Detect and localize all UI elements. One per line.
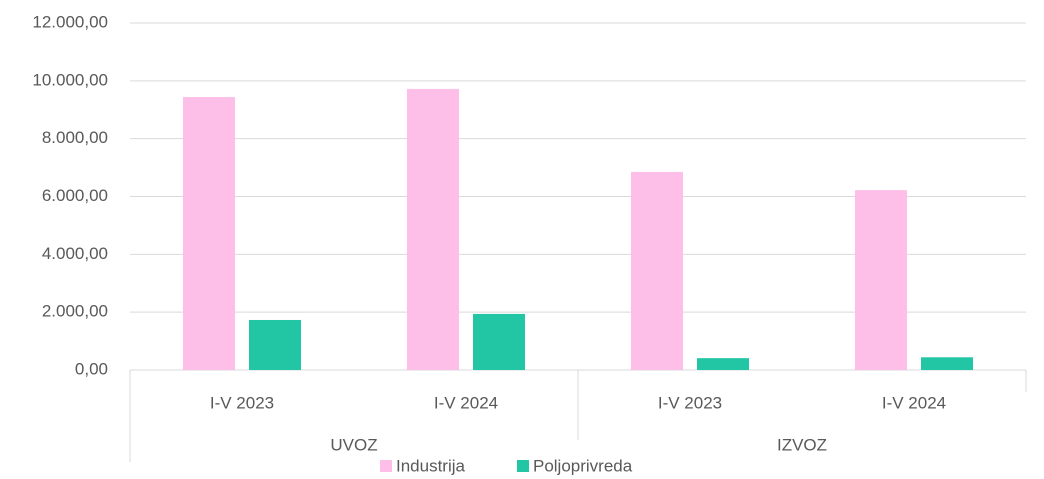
- x-tick-label: I-V 2024: [434, 393, 498, 412]
- y-tick-label: 4.000,00: [42, 244, 108, 263]
- y-tick-label: 8.000,00: [42, 128, 108, 147]
- bar: [183, 97, 235, 370]
- bar: [473, 313, 525, 370]
- y-tick-label: 10.000,00: [32, 70, 108, 89]
- x-tick-label: I-V 2023: [210, 393, 274, 412]
- y-tick-label: 6.000,00: [42, 186, 108, 205]
- y-tick-label: 12.000,00: [32, 12, 108, 31]
- legend-label: Industrija: [396, 456, 466, 475]
- bar: [855, 190, 907, 370]
- legend-swatch: [380, 460, 392, 472]
- bar: [407, 88, 459, 371]
- x-tick-label: I-V 2024: [882, 393, 946, 412]
- x-tick-label: I-V 2023: [658, 393, 722, 412]
- bar: [921, 357, 973, 370]
- legend-label: Poljoprivreda: [533, 456, 633, 475]
- bar: [697, 358, 749, 370]
- group-label: UVOZ: [330, 435, 377, 454]
- bar: [249, 319, 301, 370]
- group-label: IZVOZ: [777, 435, 827, 454]
- y-tick-label: 0,00: [75, 359, 108, 378]
- legend-swatch: [516, 460, 529, 472]
- bar: [631, 171, 683, 370]
- y-tick-label: 2.000,00: [42, 302, 108, 321]
